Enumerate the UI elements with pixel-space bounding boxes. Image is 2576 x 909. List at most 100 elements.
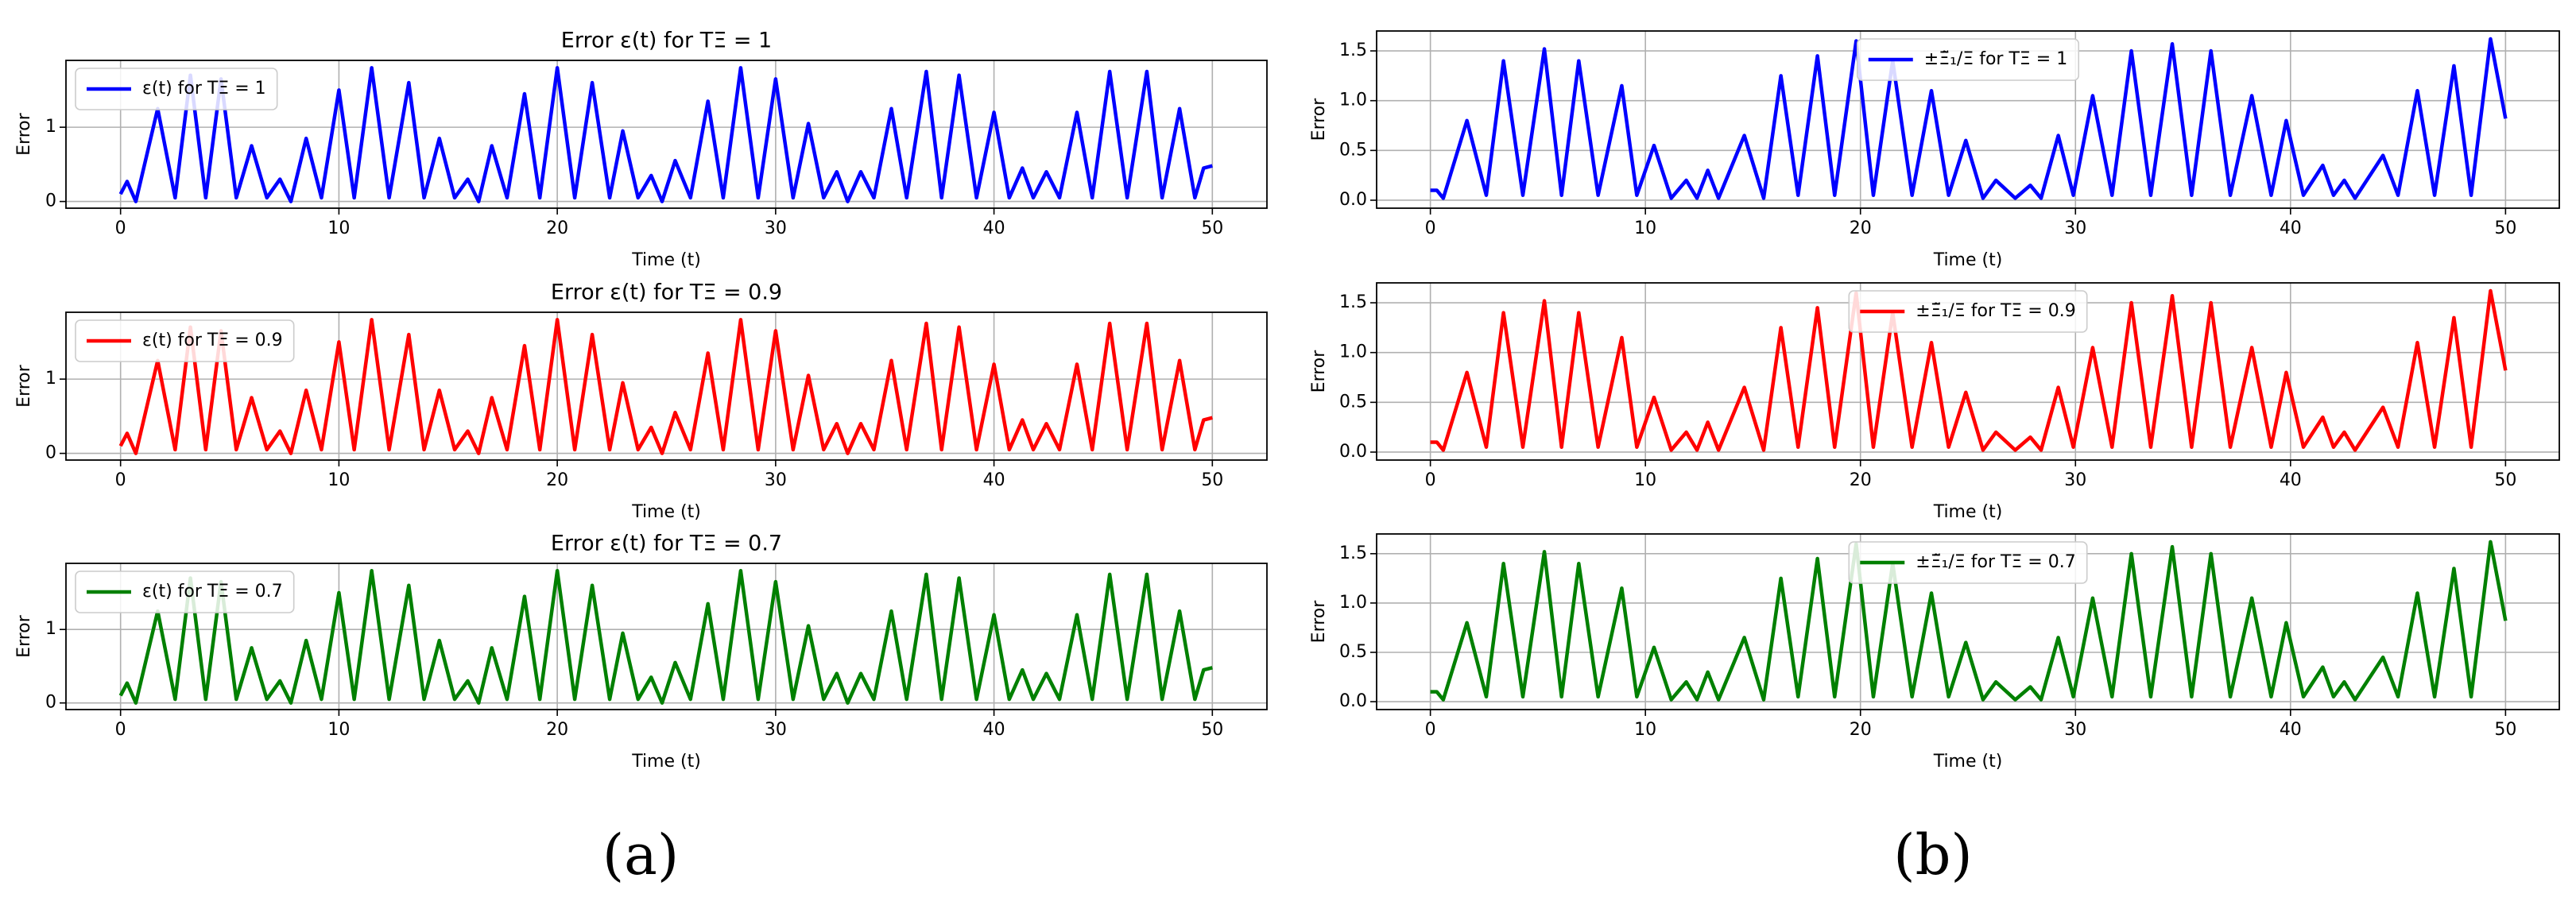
y-tick-label: 0 bbox=[45, 191, 56, 211]
y-axis-label: Error bbox=[14, 364, 34, 408]
legend-frame bbox=[1848, 541, 2088, 584]
legend: ε(t) for TΞ = 0.9 bbox=[75, 319, 295, 362]
chart-title: Error ε(t) for TΞ = 0.7 bbox=[551, 532, 782, 556]
chart-title: Error ε(t) for TΞ = 0.9 bbox=[551, 280, 782, 305]
y-tick-label: 1 bbox=[45, 369, 56, 389]
series-line bbox=[1430, 288, 2508, 452]
chart-panel: 0 10 20 30 40 50 0.0 0.5 1.0 1.5 Time (t) Error ±Ξ̃₁… bbox=[1309, 30, 2560, 270]
y-tick-label: 0.5 bbox=[1339, 140, 1367, 160]
y-tick-label: 0.5 bbox=[1339, 642, 1367, 662]
plot-frame bbox=[1376, 30, 2560, 209]
legend-label: ±Ξ̃₁/Ξ for TΞ = 0.9 bbox=[1916, 301, 2075, 321]
x-tick-label: 0 bbox=[1425, 470, 1436, 490]
series-line bbox=[1430, 37, 2508, 200]
x-axis-label: Time (t) bbox=[1933, 752, 2003, 772]
y-tick-label: 1.0 bbox=[1339, 342, 1367, 362]
caption: (b) bbox=[1893, 822, 1972, 888]
legend-label: ε(t) for TΞ = 1 bbox=[142, 79, 266, 99]
x-tick-label: 10 bbox=[1634, 720, 1656, 740]
x-tick-label: 10 bbox=[1634, 219, 1656, 238]
y-axis-label: Error bbox=[1309, 600, 1329, 644]
y-axis-label: Error bbox=[1309, 350, 1329, 393]
legend: ε(t) for TΞ = 1 bbox=[75, 68, 278, 110]
legend-frame bbox=[75, 68, 278, 110]
x-tick-label: 10 bbox=[327, 720, 350, 740]
y-tick-label: 1.0 bbox=[1339, 593, 1367, 613]
x-tick-label: 40 bbox=[983, 720, 1005, 740]
x-axis-label: Time (t) bbox=[1933, 250, 2003, 270]
x-tick-label: 30 bbox=[2064, 720, 2086, 740]
x-tick-label: 20 bbox=[1850, 470, 1872, 490]
legend: ±Ξ̃₁/Ξ for TΞ = 0.7 bbox=[1848, 541, 2088, 584]
y-axis-label: Error bbox=[14, 112, 34, 156]
y-tick-label: 1.5 bbox=[1339, 41, 1367, 60]
x-tick-label: 0 bbox=[115, 720, 126, 740]
x-tick-label: 40 bbox=[2280, 219, 2302, 238]
x-tick-label: 30 bbox=[765, 720, 787, 740]
y-tick-label: 0.5 bbox=[1339, 392, 1367, 412]
x-tick-label: 40 bbox=[2280, 470, 2302, 490]
plot-frame bbox=[65, 311, 1268, 461]
y-tick-label: 0 bbox=[45, 443, 56, 463]
x-tick-label: 0 bbox=[1425, 720, 1436, 740]
x-tick-label: 10 bbox=[327, 219, 350, 238]
x-tick-label: 30 bbox=[2064, 470, 2086, 490]
x-tick-label: 50 bbox=[2494, 720, 2516, 740]
y-tick-label: 0 bbox=[45, 693, 56, 713]
y-tick-label: 0.0 bbox=[1339, 190, 1367, 210]
plot-frame bbox=[65, 60, 1268, 209]
chart-title: Error ε(t) for TΞ = 1 bbox=[561, 29, 772, 53]
series-line bbox=[118, 66, 1213, 203]
y-tick-label: 1 bbox=[45, 117, 56, 137]
x-tick-label: 50 bbox=[2494, 219, 2516, 238]
x-tick-label: 0 bbox=[1425, 219, 1436, 238]
x-tick-label: 50 bbox=[1201, 720, 1223, 740]
legend: ε(t) for TΞ = 0.7 bbox=[75, 571, 295, 613]
plot-frame bbox=[1376, 533, 2560, 710]
chart-panel: 0 10 20 30 40 50 0 1 Error ε(t) for TΞ = 0.7 Time… bbox=[14, 532, 1268, 772]
x-tick-label: 30 bbox=[765, 219, 787, 238]
x-axis-label: Time (t) bbox=[631, 250, 701, 270]
x-tick-label: 0 bbox=[115, 219, 126, 238]
legend: ±Ξ̃₁/Ξ for TΞ = 1 bbox=[1856, 38, 2080, 81]
y-tick-label: 1.5 bbox=[1339, 292, 1367, 312]
x-tick-label: 20 bbox=[546, 470, 568, 490]
y-axis-label: Error bbox=[1309, 98, 1329, 141]
legend-frame bbox=[75, 571, 295, 613]
x-axis-label: Time (t) bbox=[631, 502, 701, 522]
x-tick-label: 40 bbox=[983, 219, 1005, 238]
x-tick-label: 20 bbox=[546, 720, 568, 740]
series-line bbox=[118, 318, 1213, 455]
legend-label: ε(t) for TΞ = 0.9 bbox=[142, 331, 283, 350]
x-tick-label: 40 bbox=[983, 470, 1005, 490]
x-tick-label: 20 bbox=[1850, 219, 1872, 238]
series-line bbox=[1430, 540, 2508, 702]
legend-label: ε(t) for TΞ = 0.7 bbox=[142, 582, 283, 601]
legend: ±Ξ̃₁/Ξ for TΞ = 0.9 bbox=[1848, 290, 2088, 333]
plot-frame bbox=[65, 563, 1268, 710]
x-tick-label: 50 bbox=[1201, 219, 1223, 238]
chart-panel: 0 10 20 30 40 50 0.0 0.5 1.0 1.5 Time (t) Error ±Ξ̃₁… bbox=[1309, 533, 2560, 772]
y-tick-label: 0.0 bbox=[1339, 442, 1367, 462]
y-tick-label: 1.0 bbox=[1339, 91, 1367, 110]
plot-frame bbox=[1376, 282, 2560, 461]
y-tick-label: 0.0 bbox=[1339, 691, 1367, 711]
legend-frame bbox=[1856, 38, 2080, 81]
x-tick-label: 20 bbox=[546, 219, 568, 238]
chart-panel: 0 10 20 30 40 50 0.0 0.5 1.0 1.5 Time (t) Error ±Ξ̃₁… bbox=[1309, 282, 2560, 522]
x-axis-label: Time (t) bbox=[1933, 502, 2003, 522]
legend-frame bbox=[1848, 290, 2088, 333]
legend-label: ±Ξ̃₁/Ξ for TΞ = 0.7 bbox=[1916, 552, 2075, 572]
x-tick-label: 10 bbox=[1634, 470, 1656, 490]
legend-label: ±Ξ̃₁/Ξ for TΞ = 1 bbox=[1924, 49, 2067, 69]
y-tick-label: 1 bbox=[45, 619, 56, 639]
x-tick-label: 50 bbox=[2494, 470, 2516, 490]
x-tick-label: 0 bbox=[115, 470, 126, 490]
y-axis-label: Error bbox=[14, 614, 34, 658]
legend-frame bbox=[75, 319, 295, 362]
x-tick-label: 40 bbox=[2280, 720, 2302, 740]
chart-panel: 0 10 20 30 40 50 0 1 Error ε(t) for TΞ = 1 Time (… bbox=[14, 29, 1268, 270]
x-axis-label: Time (t) bbox=[631, 752, 701, 772]
series-line bbox=[118, 569, 1213, 705]
